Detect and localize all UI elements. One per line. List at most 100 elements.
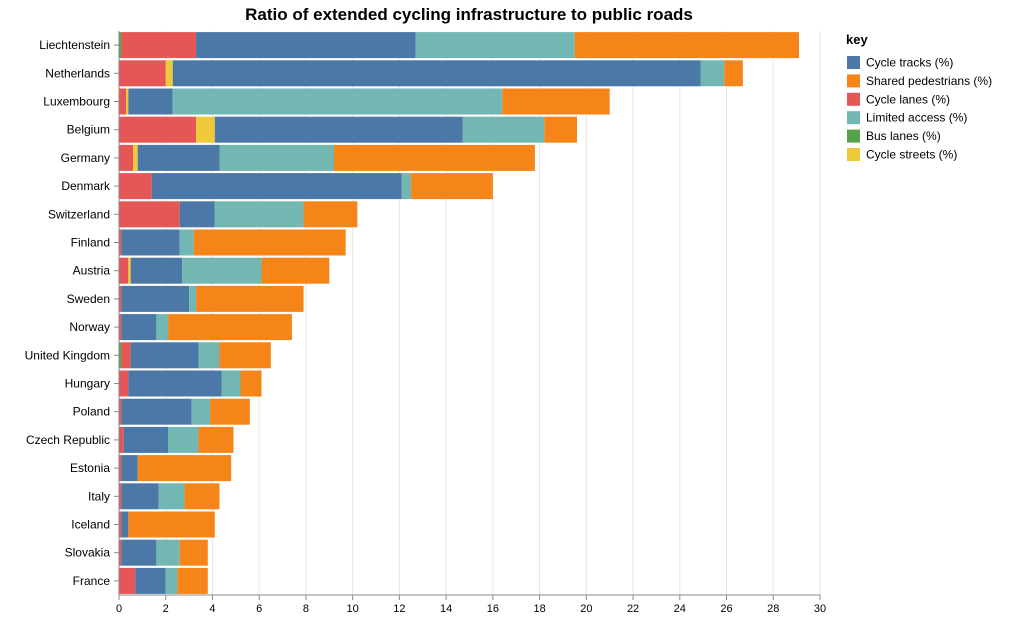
x-tick-label: 22 <box>627 603 639 615</box>
bar-limited-access <box>198 342 220 369</box>
bar-shared-pedestrians <box>128 511 215 538</box>
bar-limited-access <box>700 60 725 87</box>
bar-shared-pedestrians <box>168 314 292 341</box>
bar-cycle-lanes <box>119 314 122 341</box>
bar-cycle-lanes <box>119 257 129 284</box>
bar-limited-access <box>165 567 178 594</box>
chart-title: Ratio of extended cycling infrastructure… <box>245 5 693 24</box>
bar-cycle-streets <box>128 257 131 284</box>
bar-cycle-lanes <box>119 229 122 256</box>
bar-shared-pedestrians <box>574 32 799 59</box>
bar-cycle-tracks <box>214 116 463 143</box>
y-tick-label: Norway <box>69 320 110 334</box>
bar-shared-pedestrians <box>411 173 493 200</box>
y-tick-label: Hungary <box>65 377 110 391</box>
bar-bus-lanes <box>119 342 122 369</box>
bar-limited-access <box>156 539 180 566</box>
bar-shared-pedestrians <box>544 116 577 143</box>
bar-cycle-tracks <box>121 483 159 510</box>
bars <box>119 32 799 594</box>
bar-cycle-lanes <box>119 201 180 228</box>
bar-cycle-lanes <box>119 116 197 143</box>
bar-shared-pedestrians <box>184 483 220 510</box>
bar-shared-pedestrians <box>240 370 262 397</box>
y-tick-label: Estonia <box>70 461 110 475</box>
bar-cycle-lanes <box>121 32 197 59</box>
legend-label: Shared pedestrians (%) <box>866 74 992 88</box>
bar-cycle-lanes <box>121 342 131 369</box>
bar-cycle-lanes <box>119 483 122 510</box>
y-tick-label: Belgium <box>67 123 110 137</box>
bar-limited-access <box>179 229 194 256</box>
y-tick-label: United Kingdom <box>25 348 110 362</box>
bar-cycle-tracks <box>196 32 416 59</box>
bar-cycle-lanes <box>119 370 129 397</box>
x-tick-label: 30 <box>814 603 826 615</box>
bar-cycle-streets <box>165 60 173 87</box>
bar-cycle-lanes <box>119 173 152 200</box>
bar-shared-pedestrians <box>303 201 358 228</box>
legend-label: Cycle lanes (%) <box>866 92 950 106</box>
legend-label: Limited access (%) <box>866 111 967 125</box>
y-tick-label: Iceland <box>71 518 110 532</box>
bar-shared-pedestrians <box>198 426 234 453</box>
y-tick-label: Luxembourg <box>43 95 110 109</box>
x-tick-label: 12 <box>393 603 405 615</box>
legend-swatch-cycle-streets <box>847 148 860 161</box>
y-tick-label: Switzerland <box>48 207 110 221</box>
y-tick-label: Slovakia <box>65 546 111 560</box>
bar-cycle-lanes <box>119 455 122 482</box>
bar-limited-access <box>401 173 412 200</box>
bar-cycle-lanes <box>119 539 122 566</box>
bar-limited-access <box>214 201 304 228</box>
bar-limited-access <box>221 370 241 397</box>
bar-cycle-tracks <box>128 88 173 115</box>
bar-cycle-lanes <box>119 426 124 453</box>
bar-limited-access <box>415 32 575 59</box>
y-tick-label: Denmark <box>61 179 111 193</box>
bar-shared-pedestrians <box>179 539 208 566</box>
x-tick-label: 6 <box>256 603 262 615</box>
bar-cycle-streets <box>126 88 129 115</box>
x-axis: 0 2 4 6 8 10 12 14 16 18 20 22 24 26 28 30 <box>116 594 826 615</box>
bar-cycle-tracks <box>121 511 129 538</box>
y-tick-label: Czech Republic <box>26 433 110 447</box>
gridlines <box>118 31 821 595</box>
y-axis: Liechtenstein Netherlands Luxembourg Belgiu… <box>25 31 120 595</box>
legend-label: Cycle streets (%) <box>866 148 957 162</box>
bar-cycle-tracks <box>121 229 180 256</box>
legend-swatch-limited-access <box>847 111 860 125</box>
bar-limited-access <box>168 426 199 453</box>
bar-cycle-tracks <box>121 314 157 341</box>
y-tick-label: Finland <box>71 236 110 250</box>
bar-cycle-lanes <box>119 398 122 425</box>
bar-limited-access <box>219 144 334 171</box>
x-tick-label: 8 <box>303 603 309 615</box>
x-tick-label: 20 <box>580 603 592 615</box>
legend-swatch-shared-pedestrians <box>847 74 860 88</box>
y-tick-label: Germany <box>61 151 110 165</box>
x-tick-label: 10 <box>347 603 359 615</box>
legend-label: Cycle tracks (%) <box>866 56 953 70</box>
y-tick-label: Sweden <box>67 292 110 306</box>
bar-cycle-tracks <box>123 426 169 453</box>
bar-cycle-tracks <box>121 398 192 425</box>
y-tick-label: Austria <box>73 264 111 278</box>
bar-shared-pedestrians <box>196 285 304 312</box>
bar-cycle-tracks <box>172 60 701 87</box>
legend-swatch-cycle-tracks <box>847 56 860 69</box>
bar-limited-access <box>189 285 197 312</box>
y-tick-label: France <box>73 574 111 588</box>
x-tick-label: 4 <box>209 603 215 615</box>
bar-limited-access <box>191 398 211 425</box>
bar-cycle-tracks <box>130 342 199 369</box>
y-tick-label: Italy <box>88 489 110 503</box>
y-tick-label: Poland <box>73 405 110 419</box>
x-tick-label: 26 <box>720 603 732 615</box>
bar-shared-pedestrians <box>210 398 250 425</box>
legend-swatch-bus-lanes <box>847 129 860 143</box>
bar-cycle-lanes <box>119 144 134 171</box>
bar-cycle-tracks <box>130 257 183 284</box>
legend-swatch-cycle-lanes <box>847 92 860 106</box>
